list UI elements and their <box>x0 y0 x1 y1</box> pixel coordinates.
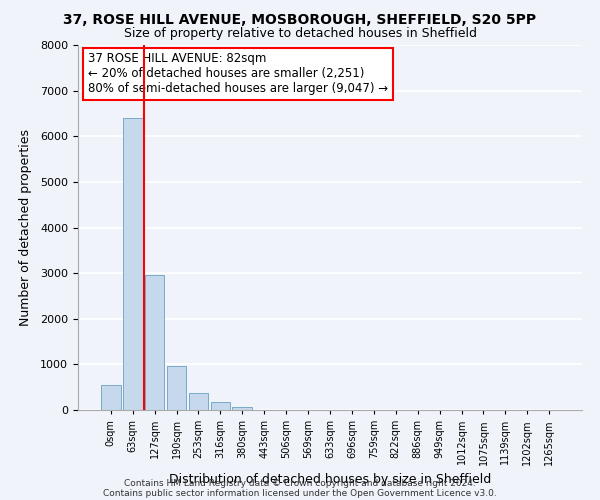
Bar <box>211 402 230 410</box>
Bar <box>188 393 208 410</box>
Y-axis label: Number of detached properties: Number of detached properties <box>19 129 32 326</box>
Bar <box>101 385 121 410</box>
Text: Contains HM Land Registry data © Crown copyright and database right 2024.: Contains HM Land Registry data © Crown c… <box>124 478 476 488</box>
Text: 37 ROSE HILL AVENUE: 82sqm
← 20% of detached houses are smaller (2,251)
80% of s: 37 ROSE HILL AVENUE: 82sqm ← 20% of deta… <box>88 52 388 96</box>
X-axis label: Distribution of detached houses by size in Sheffield: Distribution of detached houses by size … <box>169 473 491 486</box>
Bar <box>232 406 252 410</box>
Bar <box>123 118 143 410</box>
Bar <box>145 276 164 410</box>
Text: 37, ROSE HILL AVENUE, MOSBOROUGH, SHEFFIELD, S20 5PP: 37, ROSE HILL AVENUE, MOSBOROUGH, SHEFFI… <box>64 12 536 26</box>
Text: Contains public sector information licensed under the Open Government Licence v3: Contains public sector information licen… <box>103 488 497 498</box>
Text: Size of property relative to detached houses in Sheffield: Size of property relative to detached ho… <box>124 28 476 40</box>
Bar <box>167 366 187 410</box>
